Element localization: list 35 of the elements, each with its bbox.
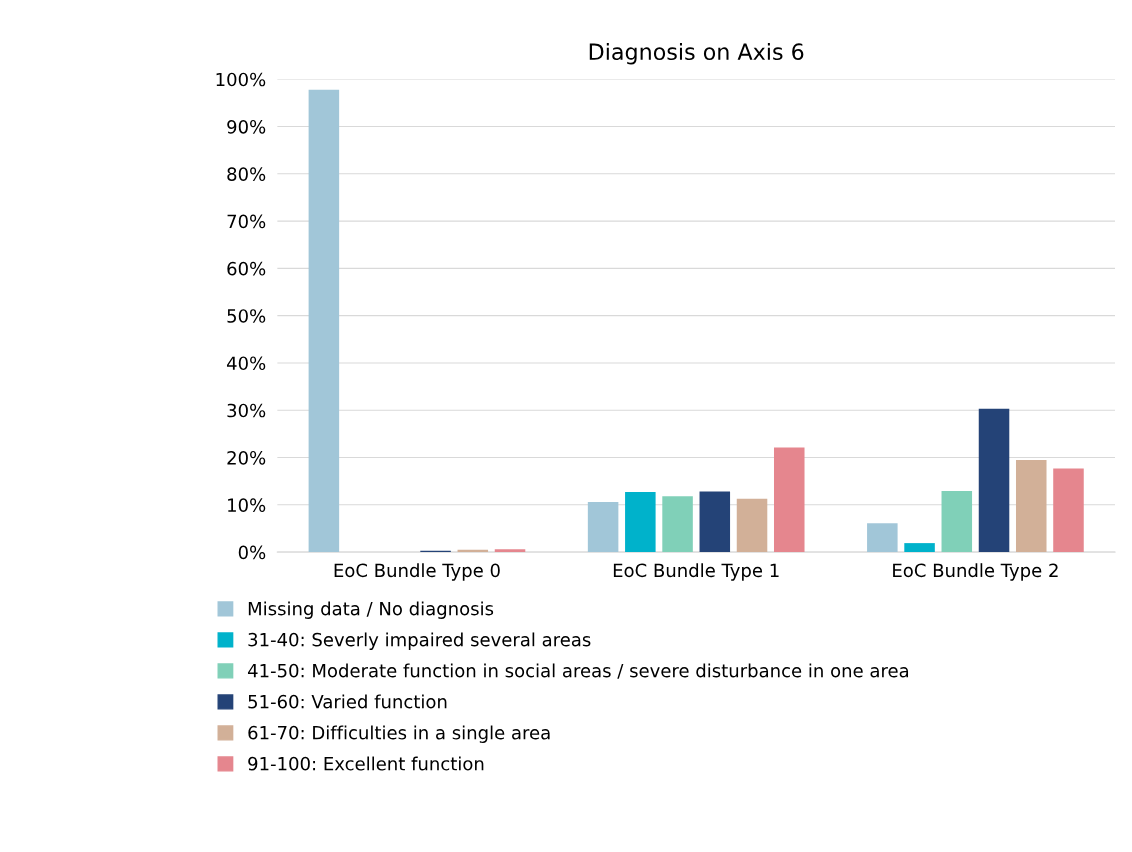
bar: [1053, 468, 1084, 553]
y-tick-label: 100%: [216, 72, 266, 87]
bar: [308, 89, 340, 553]
legend-label: 31-40: Severly impaired several areas: [248, 632, 591, 650]
chart-title: Diagnosis on Axis 6: [589, 42, 804, 65]
legend-label: 41-50: Moderate function in social areas / severe disturbance in one area: [247, 663, 909, 679]
y-tick-label: 60%: [227, 261, 266, 276]
x-tick-label: EoC Bundle Type 2: [893, 563, 1058, 581]
bar: [978, 408, 1010, 553]
bar: [941, 491, 973, 553]
y-tick-label: 0%: [238, 545, 266, 560]
y-tick-label: 80%: [227, 167, 266, 181]
x-tick-label: EoC Bundle Type 1: [613, 563, 779, 581]
legend-label: 91-100: Excellent function: [248, 756, 484, 771]
y-tick-label: 70%: [227, 214, 266, 229]
bar: [494, 549, 526, 553]
bar: [1015, 459, 1047, 553]
x-tick-label: EoC Bundle Type 0: [334, 563, 500, 581]
y-tick-label: 50%: [227, 309, 266, 323]
bar: [904, 543, 935, 553]
bar: [625, 492, 656, 553]
y-tick-label: 10%: [228, 498, 266, 512]
y-tick-label: 30%: [227, 403, 266, 418]
bar: [699, 491, 731, 553]
bar: [587, 501, 619, 553]
y-tick-label: 90%: [227, 119, 266, 134]
y-tick-label: 40%: [226, 356, 266, 371]
legend-label: 51-60: Varied function: [248, 694, 447, 709]
bar: [773, 447, 805, 553]
bar: [867, 523, 898, 553]
y-tick-label: 20%: [227, 450, 266, 465]
legend-label: 61-70: Difficulties in a single area: [248, 725, 550, 743]
legend-label: Missing data / No diagnosis: [248, 601, 494, 619]
bar: [736, 498, 768, 553]
bar: [662, 496, 693, 553]
